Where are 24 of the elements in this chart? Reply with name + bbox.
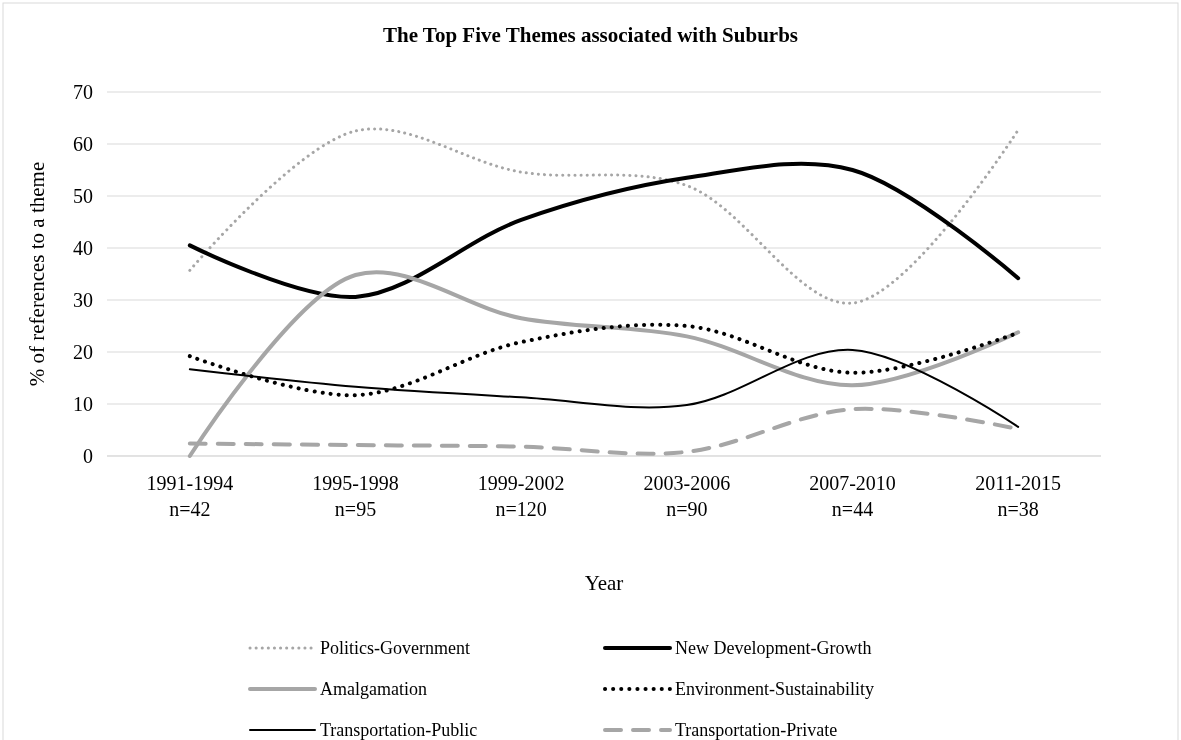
x-tick-label: 2007-2010 n=44 — [809, 472, 896, 520]
legend-label: Amalgamation — [320, 679, 427, 700]
x-tick-label: 2011-2015 n=38 — [975, 472, 1062, 520]
legend-label: Transportation-Private — [675, 720, 838, 740]
x-tick-label: 1991-1994 n=42 — [146, 472, 234, 520]
legend-label: New Development-Growth — [675, 638, 872, 659]
y-tick-label: 60 — [73, 133, 93, 155]
legend-label: Transportation-Public — [320, 720, 478, 740]
y-tick-label: 50 — [73, 185, 93, 207]
y-tick-label: 10 — [73, 393, 93, 415]
y-tick-label: 0 — [83, 445, 93, 467]
x-tick-label: 1999-2002 n=120 — [477, 472, 565, 520]
y-tick-label: 20 — [73, 341, 93, 363]
y-tick-label: 70 — [73, 81, 93, 103]
y-tick-label: 30 — [73, 289, 93, 311]
line-series — [188, 127, 1020, 305]
chart-title: The Top Five Themes associated with Suburbs — [382, 23, 799, 47]
x-tick-label: 2003-2006 n=90 — [643, 472, 731, 520]
x-tick-label: 1995-1998 n=95 — [312, 472, 399, 520]
y-tick-label: 40 — [73, 237, 93, 259]
x-axis-title: Year — [584, 571, 624, 595]
y-axis-title: % of references to a theme — [25, 161, 49, 387]
legend-label: Politics-Government — [320, 638, 470, 659]
legend-label: Environment-Sustainability — [675, 679, 874, 700]
